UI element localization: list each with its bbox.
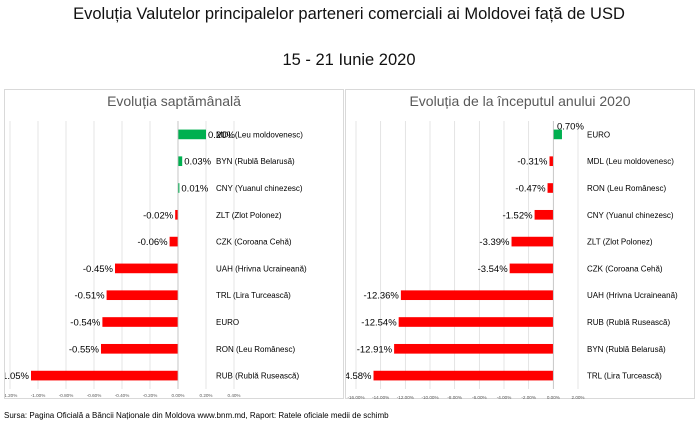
weekly-category-label: UAH (Hrivna Ucraineană) xyxy=(216,264,307,273)
weekly-x-tick-label: 0.00% xyxy=(171,393,184,398)
ytd-x-tick-label: -4.00% xyxy=(497,395,512,400)
weekly-value-label: 0.01% xyxy=(181,184,208,195)
weekly-value-label: -0.02% xyxy=(143,210,174,221)
weekly-category-label: RON (Leu Românesc) xyxy=(216,345,295,354)
ytd-chart-title: Evoluția de la începutul anului 2020 xyxy=(409,93,631,109)
weekly-bar xyxy=(178,129,206,140)
weekly-chart-panel: Evoluția saptămânală -1.20%-1.00%-0.80%-… xyxy=(4,89,344,399)
ytd-value-label: -0.31% xyxy=(517,157,548,168)
weekly-x-tick-label: -1.00% xyxy=(31,393,46,398)
weekly-category-label: MDL (Leu moldovenesc) xyxy=(216,130,303,139)
weekly-category-label: EURO xyxy=(216,318,239,327)
ytd-value-label: -12.36% xyxy=(364,291,400,302)
weekly-bar xyxy=(106,290,178,301)
ytd-x-tick-label: 0.00% xyxy=(547,395,560,400)
ytd-bar xyxy=(534,209,554,220)
ytd-chart-panel: Evoluția de la începutul anului 2020 -16… xyxy=(345,89,695,400)
ytd-bar xyxy=(549,156,554,167)
weekly-bar xyxy=(169,236,178,247)
ytd-category-label: BYN (Rublă Belarusă) xyxy=(587,345,666,354)
weekly-value-label: -0.55% xyxy=(69,344,100,355)
ytd-bar xyxy=(511,236,554,247)
main-title: Evoluția Valutelor principalelor partene… xyxy=(73,5,625,23)
weekly-category-label: CNY (Yuanul chinezesc) xyxy=(216,184,303,193)
weekly-value-label: -0.45% xyxy=(83,264,114,275)
weekly-value-label: -1.05% xyxy=(5,371,30,382)
ytd-value-label: -12.91% xyxy=(357,344,393,355)
weekly-value-label: -0.51% xyxy=(74,291,105,302)
ytd-chart: -16.00% -14.00% -12.00% -10.00% -8.00% -6.00%… xyxy=(346,121,678,400)
weekly-bar xyxy=(101,343,178,354)
weekly-category-label: CZK (Coroana Cehă) xyxy=(216,238,292,247)
weekly-chart-title: Evoluția saptămânală xyxy=(107,93,241,109)
weekly-category-label: BYN (Rublă Belarusă) xyxy=(216,157,295,166)
ytd-bar xyxy=(373,370,554,381)
ytd-category-label: ZLT (Zlot Polonez) xyxy=(587,238,653,247)
ytd-bar xyxy=(547,183,554,193)
ytd-bar xyxy=(553,129,562,140)
date-range: 15 - 21 Iunie 2020 xyxy=(282,51,416,69)
ytd-category-label: TRL (Lira Turcească) xyxy=(587,372,662,381)
weekly-bar xyxy=(115,263,178,274)
weekly-bar xyxy=(31,370,178,381)
weekly-category-label: TRL (Lira Turcească) xyxy=(216,291,291,300)
weekly-x-tick-label: -0.40% xyxy=(115,393,130,398)
ytd-value-label: -0.47% xyxy=(515,184,546,195)
weekly-bar xyxy=(175,209,178,220)
ytd-category-label: EURO xyxy=(587,130,610,139)
ytd-x-tick-label: -2.00% xyxy=(521,395,536,400)
ytd-category-label: UAH (Hrivna Ucraineană) xyxy=(587,291,678,300)
ytd-value-label: -3.54% xyxy=(478,264,509,275)
weekly-value-label: -0.54% xyxy=(70,318,101,329)
ytd-value-label: -1.52% xyxy=(502,210,533,221)
weekly-bar xyxy=(178,183,180,193)
ytd-x-tick-label: -8.00% xyxy=(447,395,462,400)
ytd-x-tick-label: -10.00% xyxy=(421,395,438,400)
weekly-x-tick-label: -0.80% xyxy=(59,393,74,398)
weekly-value-label: 0.20% xyxy=(208,130,235,141)
weekly-value-label: -0.06% xyxy=(137,237,168,248)
ytd-x-tick-label: -6.00% xyxy=(472,395,487,400)
ytd-category-label: CZK (Coroana Cehă) xyxy=(587,264,663,273)
weekly-bar xyxy=(178,156,183,167)
weekly-category-label: ZLT (Zlot Polonez) xyxy=(216,211,282,220)
ytd-x-tick-label: -14.00% xyxy=(372,395,389,400)
weekly-x-tick-label: 0.20% xyxy=(199,393,212,398)
ytd-category-label: CNY (Yuanul chinezesc) xyxy=(587,211,674,220)
ytd-x-tick-label: -12.00% xyxy=(397,395,414,400)
weekly-category-label: RUB (Rublă Rusească) xyxy=(216,372,299,381)
weekly-value-label: 0.03% xyxy=(184,157,211,168)
ytd-bar xyxy=(398,317,554,327)
ytd-value-label: -3.39% xyxy=(479,237,510,248)
weekly-chart: -1.20% -1.00% -0.80% -0.60% -0.40% -0.20% 0.00… xyxy=(5,121,307,398)
ytd-value-label: -14.58% xyxy=(346,371,372,382)
ytd-x-tick-label: 2.00% xyxy=(571,395,584,400)
weekly-x-tick-label: 0.40% xyxy=(227,393,240,398)
ytd-bar xyxy=(509,263,554,274)
ytd-value-label: 0.70% xyxy=(557,121,584,132)
ytd-category-label: RUB (Rublă Rusească) xyxy=(587,318,670,327)
weekly-x-tick-label: -1.20% xyxy=(5,393,17,398)
ytd-bar xyxy=(400,290,554,301)
ytd-category-label: RON (Leu Românesc) xyxy=(587,184,666,193)
ytd-bar xyxy=(394,343,554,354)
weekly-x-tick-label: -0.60% xyxy=(87,393,102,398)
weekly-x-tick-label: -0.20% xyxy=(143,393,158,398)
ytd-value-label: -12.54% xyxy=(361,318,397,329)
ytd-category-label: MDL (Leu moldovenesc) xyxy=(587,157,674,166)
ytd-x-tick-label: -16.00% xyxy=(347,395,364,400)
weekly-bar xyxy=(102,317,178,327)
source-note: Sursa: Pagina Oficială a Băncii Național… xyxy=(4,411,389,420)
